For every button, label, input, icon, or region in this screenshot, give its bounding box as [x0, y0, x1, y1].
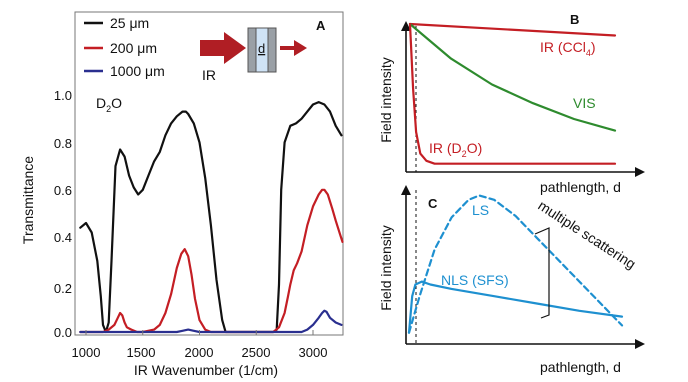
- inset-cell-right-wall: [267, 27, 277, 73]
- series-line-25-m: [79, 100, 343, 334]
- ytick-label: 0.2: [54, 281, 72, 296]
- panel-c: C Field intensity pathlength, d LS NLS (…: [378, 185, 645, 375]
- panel-a: A 25 μm 200 μm 1000 μm d IR D2O 0.0 0.2 …: [20, 11, 344, 378]
- inset-cell-label: d: [258, 41, 265, 56]
- xtick-label: 1000: [72, 345, 101, 360]
- panel-a-letter: A: [316, 18, 326, 33]
- panel-b-ylabel: Field intensity: [378, 57, 394, 143]
- panel-a-yticks: 0.0 0.2 0.4 0.6 0.8 1.0: [54, 88, 72, 340]
- ytick-label: 0.0: [54, 325, 72, 340]
- series-line-nls-sfs: [407, 280, 624, 334]
- multiple-scattering-bracket: [534, 227, 550, 319]
- panel-a-series: [79, 100, 344, 335]
- inset-cell-diagram: d IR: [200, 27, 307, 83]
- legend-label-25: 25 μm: [110, 15, 149, 31]
- xtick-label: 1500: [127, 345, 156, 360]
- ytick-label: 0.8: [54, 136, 72, 151]
- panel-a-legend: 25 μm 200 μm 1000 μm: [84, 15, 165, 79]
- legend-label-1000: 1000 μm: [110, 63, 165, 79]
- panel-c-xlabel: pathlength, d: [540, 359, 621, 375]
- legend-label-200: 200 μm: [110, 40, 157, 56]
- ytick-label: 0.6: [54, 183, 72, 198]
- series-line-ls: [407, 194, 624, 334]
- multiple-scattering-label: multiple scattering: [535, 197, 638, 272]
- series-line-ir-ccl4: [408, 22, 617, 37]
- panel-c-series: [407, 194, 624, 334]
- ytick-label: 1.0: [54, 88, 72, 103]
- inset-arrow-in: [200, 32, 246, 64]
- panel-a-ylabel: Transmittance: [20, 156, 36, 244]
- panel-b-d2o-label: IR (D2O): [429, 140, 482, 159]
- inset-arrow-out: [280, 40, 307, 56]
- panel-b-xlabel: pathlength, d: [540, 179, 621, 195]
- panel-b-vis-label: VIS: [573, 95, 596, 111]
- panel-c-letter: C: [428, 196, 438, 211]
- series-line-1000-m: [79, 309, 343, 334]
- panel-b: B Field intensity pathlength, d IR (CCl4…: [378, 12, 645, 195]
- series-line-200-m: [79, 188, 344, 334]
- xtick-label: 2000: [185, 345, 214, 360]
- panel-b-letter: B: [570, 12, 579, 27]
- xtick-label: 3000: [299, 345, 328, 360]
- inset-ir-label: IR: [202, 67, 216, 83]
- xtick-label: 2500: [242, 345, 271, 360]
- ytick-label: 0.4: [54, 230, 72, 245]
- inset-cell-left-wall: [247, 27, 257, 73]
- panel-b-ccl4-label: IR (CCl4): [540, 39, 596, 58]
- panel-b-series: [408, 22, 617, 165]
- panel-c-ls-label: LS: [472, 202, 489, 218]
- panel-a-frame: [74, 11, 344, 336]
- series-line-ir-d2o: [408, 22, 617, 165]
- series-line-vis: [408, 22, 617, 132]
- panel-a-xticks: 1000 1500 2000 2500 3000: [72, 345, 328, 360]
- panel-c-nls-label: NLS (SFS): [441, 272, 509, 288]
- panel-a-xlabel: IR Wavenumber (1/cm): [134, 362, 278, 378]
- panel-a-d2o-label: D2O: [96, 95, 122, 114]
- panel-c-ylabel: Field intensity: [378, 225, 394, 311]
